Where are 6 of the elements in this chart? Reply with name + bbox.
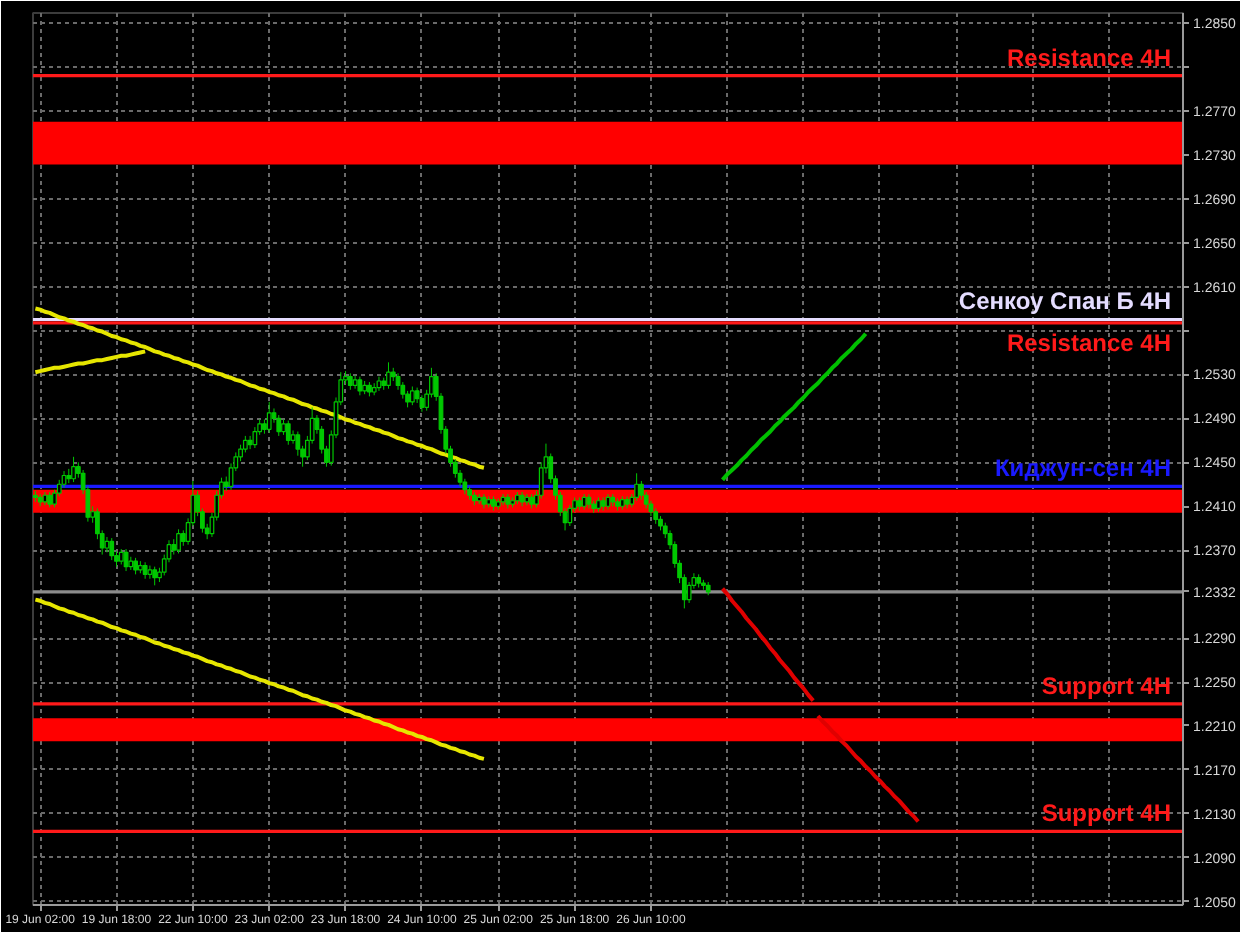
- ref-line-label: Resistance 4H: [1006, 43, 1172, 72]
- ref-line-label: Support 4H: [1041, 799, 1172, 828]
- ref-line-label: Киджун-сен 4H: [994, 454, 1171, 483]
- ref-line-label: Resistance 4H: [1006, 328, 1172, 357]
- ref-line-label: Сенкоу Спан Б 4H: [958, 287, 1172, 316]
- ref-line-label: Support 4H: [1041, 671, 1172, 700]
